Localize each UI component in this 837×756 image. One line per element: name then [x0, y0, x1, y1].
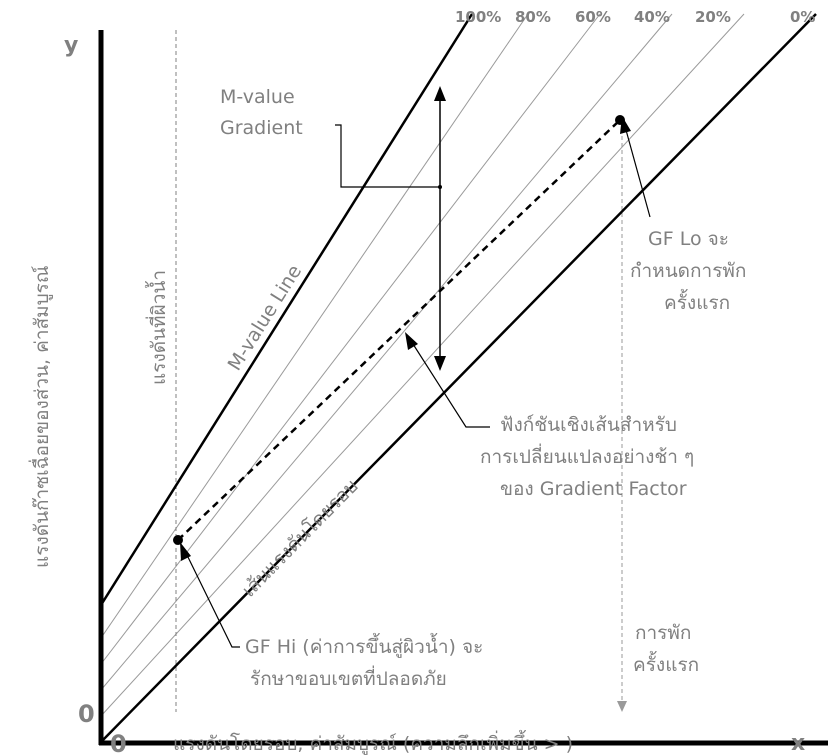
gf-lo-label-line1: GF Lo จะ — [648, 228, 729, 250]
gf-hi-label-line1: GF Hi (ค่าการขึ้นสู่ผิวน้ำ) จะ — [245, 633, 483, 658]
percent-label: 20% — [695, 8, 731, 26]
linear-function-label-line1: ฟังก์ชันเชิงเส้นสำหรับ — [500, 414, 677, 436]
origin-y-zero: 0 — [78, 700, 95, 728]
percent-label: 60% — [575, 8, 611, 26]
percent-label: 100% — [455, 8, 501, 26]
percent-labels: 100% 80% 60% 40% 20% 0% — [455, 8, 815, 26]
gf-lo-leader — [620, 116, 651, 218]
linear-function-leader — [405, 332, 490, 428]
linear-function-label-line2: การเปลี่ยนแปลงอย่างช้า ๆ — [480, 443, 694, 468]
gradient-line-40 — [100, 13, 673, 691]
m-value-gradient-label-line2: Gradient — [220, 117, 303, 139]
x-axis-letter: x — [791, 731, 805, 756]
gf-lo-label-line2: กำหนดการพัก — [630, 260, 746, 282]
gf-lo-label-line3: ครั้งแรก — [664, 289, 730, 314]
m-value-gradient-leader — [335, 124, 440, 188]
gradient-line-80 — [100, 13, 529, 639]
y-axis-label: แรงดันก๊าซเฉื่อยของส่วน, ค่าสัมบูรณ์ — [28, 265, 53, 568]
ambient-line-label: เส้นแรงดันโดยรอบ — [237, 474, 362, 601]
m-value-gradient-arrow — [434, 86, 446, 371]
x-axis-label: แรงดันโดยรอบ, ค่าสัมบูรณ์ (ความลึกเพิ่มข… — [173, 730, 573, 755]
gradient-percentage-lines — [100, 13, 745, 717]
linear-function-label-line3: ของ Gradient Factor — [500, 478, 687, 500]
percent-label: 80% — [515, 8, 551, 26]
m-value-line-label: M-value Line — [224, 261, 307, 375]
first-stop-arrowhead — [617, 701, 627, 712]
first-stop-label-line1: การพัก — [635, 622, 691, 644]
gradient-factor-line — [177, 119, 621, 541]
gradient-line-20 — [100, 13, 745, 717]
ambient-pressure-line — [100, 13, 817, 743]
first-stop-label-line2: ครั้งแรก — [633, 651, 699, 676]
gf-hi-label-line2: รักษาขอบเขตที่ปลอดภัย — [250, 665, 447, 690]
origin-x-zero: 0 — [110, 730, 127, 756]
percent-label: 0% — [790, 8, 815, 26]
surface-pressure-label: แรงดันที่ผิวน้ำ — [145, 270, 170, 385]
m-value-gradient-label-line1: M-value — [220, 86, 295, 108]
gf-hi-point — [173, 535, 183, 545]
m-value-line — [99, 13, 474, 606]
percent-label: 40% — [634, 8, 670, 26]
gf-hi-leader — [180, 542, 240, 648]
y-axis-letter: y — [64, 33, 78, 58]
